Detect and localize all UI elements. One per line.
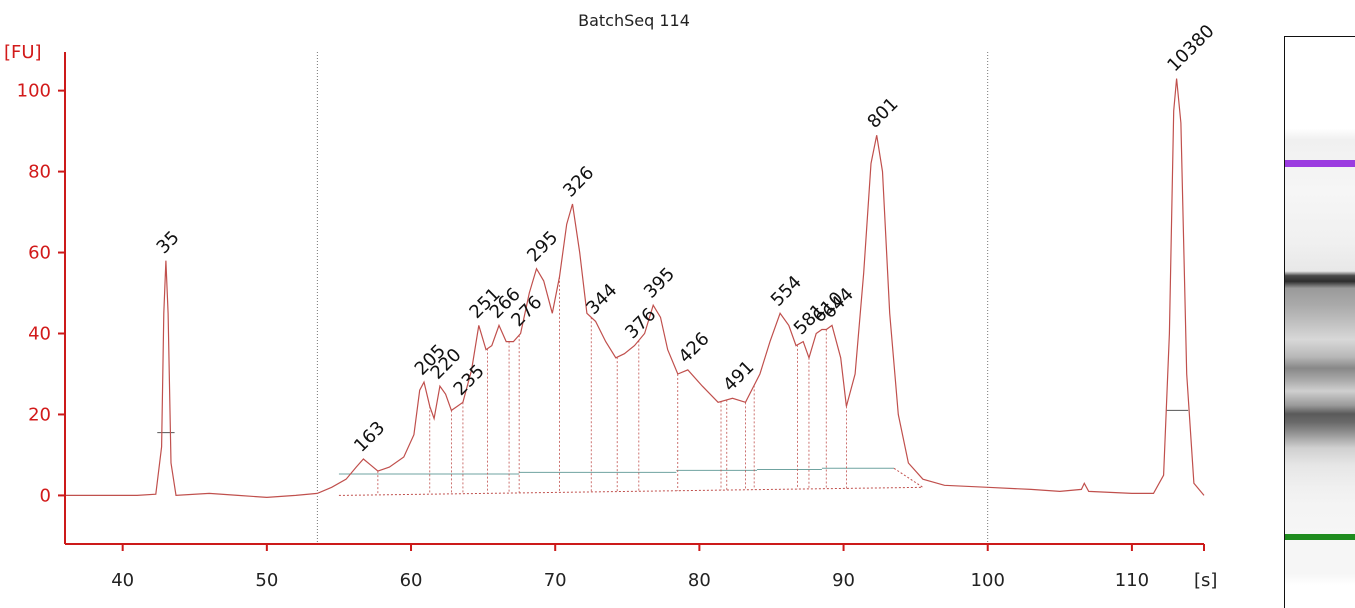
lower-boundary-line (338, 486, 923, 496)
x-axis-unit: [s] (1194, 570, 1217, 591)
axes: [FU] [s] 0 20 40 60 80 100 40 50 60 70 80 90 100 110 (4, 42, 1217, 591)
x-tick-label: 100 (971, 570, 1005, 591)
y-tick-label: 80 (28, 162, 51, 183)
x-tick-label: 40 (111, 570, 134, 591)
y-tick-label: 40 (28, 324, 51, 345)
x-tick-label: 80 (688, 570, 711, 591)
peak-label: 326 (559, 162, 598, 201)
chart-title: BatchSeq 114 (578, 11, 690, 30)
gel-smear (1285, 37, 1355, 608)
y-tick-label: 20 (28, 404, 51, 425)
gel-lane-image (1284, 36, 1355, 608)
peak-label: 491 (719, 357, 758, 396)
gel-lower-marker-band (1285, 534, 1355, 540)
peak-labels: 3516320522023525126627629532634437639542… (153, 21, 1219, 457)
lower-boundary-line (893, 467, 924, 488)
vertical-markers (316, 52, 989, 544)
trace-layer (65, 78, 1205, 499)
peak-drop-lines (377, 276, 847, 495)
peak-label: 395 (640, 264, 679, 303)
baseline-layer (157, 409, 1189, 496)
peak-label: 376 (621, 304, 660, 343)
peak-label: 35 (153, 227, 184, 258)
peak-label: 295 (523, 227, 562, 266)
peak-label: 163 (350, 417, 389, 456)
gel-upper-marker-band (1285, 160, 1355, 167)
y-tick-label: 60 (28, 243, 51, 264)
x-tick-label: 60 (400, 570, 423, 591)
series-line (65, 78, 1205, 499)
y-tick-label: 0 (40, 485, 51, 506)
x-tick-label: 70 (544, 570, 567, 591)
peak-label: 801 (863, 94, 902, 133)
peak-label: 10380 (1163, 21, 1218, 76)
peak-label: 426 (675, 328, 714, 367)
y-axis-unit: [FU] (4, 42, 42, 63)
x-tick-label: 110 (1115, 570, 1149, 591)
peak-label: 344 (582, 280, 621, 319)
x-tick-label: 50 (255, 570, 278, 591)
gel-lane-svg (1285, 37, 1355, 608)
y-tick-label: 100 (17, 81, 51, 102)
peak-label: 554 (767, 272, 806, 311)
x-tick-label: 90 (832, 570, 855, 591)
